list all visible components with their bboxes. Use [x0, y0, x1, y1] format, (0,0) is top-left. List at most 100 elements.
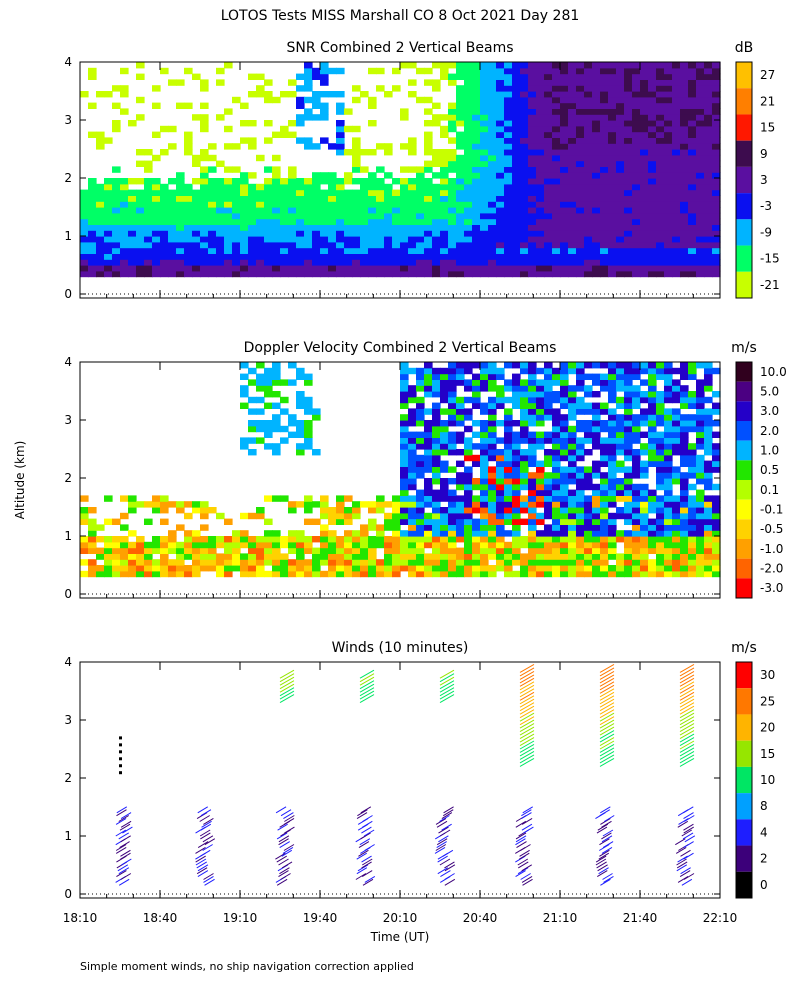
- doppler-cell: [528, 449, 537, 456]
- doppler-cell: [536, 559, 545, 566]
- wind-barb: [599, 809, 611, 817]
- snr-cell: [696, 207, 705, 214]
- snr-cell: [640, 201, 649, 208]
- doppler-cell: [216, 570, 225, 578]
- doppler-cell: [440, 530, 449, 537]
- snr-cell: [176, 253, 185, 260]
- doppler-cell: [608, 483, 617, 491]
- doppler-cell: [544, 472, 553, 479]
- snr-cell: [576, 247, 585, 254]
- doppler-cell: [664, 565, 673, 572]
- doppler-cell: [88, 570, 97, 578]
- wind-barb: [440, 870, 451, 878]
- doppler-cell: [632, 460, 641, 467]
- doppler-cell: [272, 530, 281, 537]
- doppler-cell: [608, 553, 617, 560]
- doppler-cell: [528, 512, 537, 520]
- doppler-cell: [520, 495, 529, 502]
- doppler-cell: [336, 570, 345, 578]
- doppler-cell: [472, 454, 481, 462]
- snr-cell: [224, 230, 233, 237]
- wind-barb: [515, 832, 527, 840]
- doppler-cell: [552, 536, 561, 543]
- doppler-cell: [648, 501, 657, 508]
- doppler-cell: [544, 547, 553, 554]
- colorbar-swatch: [736, 578, 752, 598]
- doppler-cell: [496, 478, 505, 485]
- snr-cell: [632, 270, 641, 278]
- doppler-cell: [664, 431, 673, 438]
- doppler-cell: [528, 530, 537, 537]
- doppler-cell: [664, 420, 673, 427]
- snr-cell: [520, 230, 529, 237]
- snr-cell: [480, 160, 489, 167]
- wind-barb: [599, 695, 615, 705]
- doppler-cell: [464, 396, 473, 404]
- doppler-cell: [560, 530, 569, 537]
- snr-cell: [672, 67, 681, 75]
- snr-cell: [288, 131, 297, 138]
- doppler-cell: [448, 495, 457, 502]
- doppler-cell: [648, 495, 657, 502]
- doppler-cell: [528, 472, 537, 479]
- doppler-cell: [416, 565, 425, 572]
- doppler-cell: [584, 547, 593, 554]
- snr-cell: [360, 201, 369, 208]
- snr-cell: [464, 166, 473, 173]
- snr-cell: [424, 195, 433, 202]
- doppler-cell: [504, 385, 513, 392]
- snr-cell: [488, 79, 497, 86]
- snr-cell: [248, 143, 257, 150]
- snr-cell: [368, 259, 377, 266]
- doppler-cell: [208, 559, 217, 566]
- doppler-cell: [496, 512, 505, 520]
- snr-cell: [704, 96, 713, 104]
- doppler-cell: [424, 478, 433, 485]
- snr-cell: [192, 224, 201, 231]
- snr-cell: [80, 207, 89, 214]
- snr-cell: [192, 207, 201, 214]
- doppler-cell: [536, 437, 545, 444]
- snr-cell: [336, 212, 345, 220]
- snr-cell: [664, 201, 673, 208]
- snr-cell: [448, 247, 457, 254]
- doppler-cell: [496, 483, 505, 491]
- doppler-cell: [552, 512, 561, 520]
- snr-cell: [640, 230, 649, 237]
- doppler-cell: [400, 472, 409, 479]
- snr-cell: [248, 172, 257, 179]
- snr-cell: [632, 265, 641, 272]
- snr-cell: [320, 189, 329, 196]
- doppler-cell: [248, 396, 257, 404]
- snr-cell: [520, 195, 529, 202]
- snr-cell: [544, 149, 553, 156]
- snr-cell: [512, 131, 521, 138]
- snr-cell: [616, 143, 625, 150]
- snr-cell: [288, 189, 297, 196]
- snr-cell: [552, 224, 561, 231]
- doppler-cell: [640, 553, 649, 560]
- snr-cell: [696, 96, 705, 104]
- snr-cell: [616, 67, 625, 75]
- snr-cell: [408, 195, 417, 202]
- snr-cell: [304, 183, 313, 191]
- snr-cell: [216, 67, 225, 75]
- snr-cell: [544, 79, 553, 86]
- doppler-cell: [472, 443, 481, 450]
- doppler-cell: [504, 466, 513, 473]
- snr-cell: [592, 236, 601, 243]
- doppler-cell: [360, 530, 369, 537]
- doppler-cell: [552, 570, 561, 578]
- doppler-cell: [592, 402, 601, 409]
- wind-barb: [521, 823, 533, 831]
- doppler-cell: [624, 396, 633, 404]
- doppler-cell: [352, 512, 361, 520]
- doppler-cell: [520, 507, 529, 514]
- doppler-cell: [480, 373, 489, 380]
- doppler-cell: [648, 536, 657, 543]
- doppler-cell: [608, 391, 617, 398]
- doppler-cell: [656, 536, 665, 543]
- snr-cell: [456, 108, 465, 115]
- doppler-cell: [664, 454, 673, 462]
- doppler-cell: [656, 570, 665, 578]
